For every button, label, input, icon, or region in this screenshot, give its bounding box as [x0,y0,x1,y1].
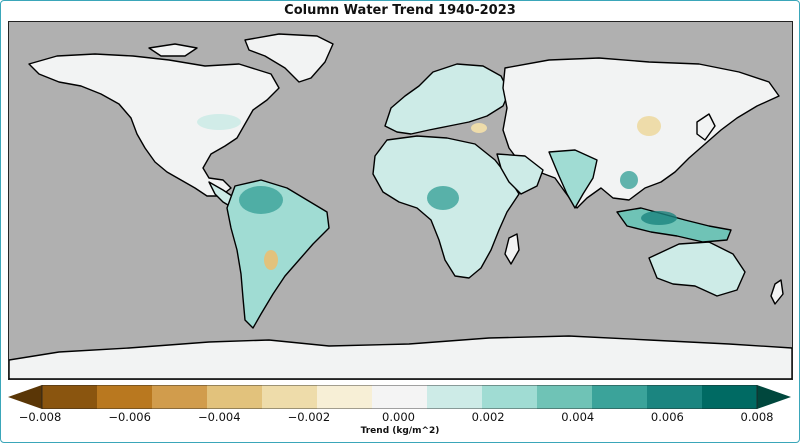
colorbar-tick-label: 0.000 [382,410,415,424]
world-map [8,21,793,380]
colorbar-bin [647,385,703,409]
us-light-moistening-patch [197,114,241,130]
colorbar-extend-max [757,385,791,409]
land-madagascar [504,233,520,265]
colorbar-tick-label: −0.002 [287,410,331,424]
congo-moistening-patch [427,186,459,210]
china-drying-patch [637,116,661,136]
colorbar [8,385,791,409]
colorbar-tick-label: 0.002 [471,410,505,424]
indonesia-moistening-patch [641,211,677,225]
land-arctic-islands [148,43,198,57]
argentina-drying-patch [264,250,278,270]
colorbar-tick-label: −0.008 [18,410,62,424]
colorbar-bin [372,385,428,409]
colorbar-tick-label: 0.008 [740,410,774,424]
land-greenland [244,33,334,83]
land-australia [648,241,746,297]
land-india [548,149,598,209]
land-north-america [28,53,280,197]
colorbar-bin [482,385,538,409]
map-canvas [9,22,792,379]
colorbar-outline [41,385,758,409]
land-antarctica [9,335,792,379]
colorbar-bin [42,385,98,409]
colorbar-bin [427,385,483,409]
colorbar-bin [317,385,373,409]
land-south-america [226,179,330,329]
colorbar-extend-min [8,385,42,409]
colorbar-tick-label: −0.004 [197,410,241,424]
map-title: Column Water Trend 1940-2023 [284,3,516,18]
colorbar-tick-label: 0.004 [561,410,595,424]
colorbar-bin [207,385,263,409]
colorbar-bin [537,385,593,409]
colorbar-bin [702,385,758,409]
colorbar-tick-label: 0.006 [650,410,684,424]
central-asia-drying-patch [471,123,487,133]
colorbar-bin [592,385,648,409]
colorbar-bin [152,385,208,409]
indochina-moistening-patch [620,171,638,189]
colorbar-bin [262,385,318,409]
land-arabia [496,153,544,195]
land-new-zealand [770,279,784,305]
colorbar-bins [42,385,758,409]
land-japan [696,113,716,141]
colorbar-tick-label: −0.006 [108,410,151,424]
colorbar-bin [97,385,153,409]
amazon-moistening-patch [239,186,283,214]
colorbar-label: Trend (kg/m^2) [360,426,440,436]
